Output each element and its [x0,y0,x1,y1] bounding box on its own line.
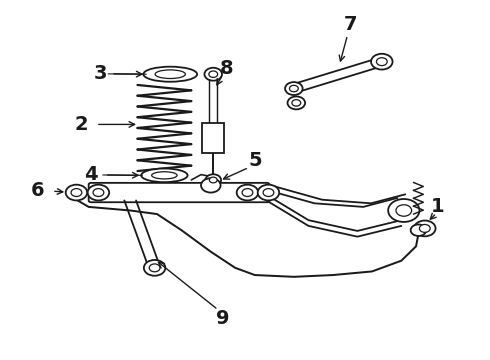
Circle shape [258,185,279,201]
Circle shape [201,178,220,193]
Circle shape [242,189,253,197]
Circle shape [71,189,82,197]
Circle shape [93,189,104,197]
Bar [202,123,224,153]
FancyBboxPatch shape [89,183,270,202]
Circle shape [396,205,412,216]
Text: 2: 2 [74,115,88,134]
Circle shape [419,225,430,232]
Circle shape [288,96,305,109]
Circle shape [414,221,436,236]
Text: 7: 7 [343,14,357,33]
Ellipse shape [141,168,188,182]
Circle shape [149,264,160,272]
Circle shape [144,260,165,276]
Text: 4: 4 [84,165,98,184]
Circle shape [290,85,298,92]
Circle shape [237,185,258,201]
Circle shape [376,58,387,66]
Circle shape [88,185,109,201]
Circle shape [66,185,87,201]
Circle shape [263,189,274,197]
Circle shape [204,68,222,81]
Circle shape [205,174,221,186]
Circle shape [388,199,419,222]
Ellipse shape [152,172,177,179]
Text: 6: 6 [30,181,44,200]
Circle shape [209,177,217,183]
Circle shape [209,71,218,77]
Circle shape [371,54,392,69]
Circle shape [285,82,303,95]
Text: 1: 1 [431,197,445,216]
Circle shape [411,225,426,236]
Text: 9: 9 [216,309,230,328]
Text: 3: 3 [94,64,108,84]
Circle shape [292,100,301,106]
Text: 5: 5 [248,151,262,170]
Ellipse shape [155,70,185,78]
Ellipse shape [144,67,197,82]
Text: 8: 8 [220,59,233,78]
